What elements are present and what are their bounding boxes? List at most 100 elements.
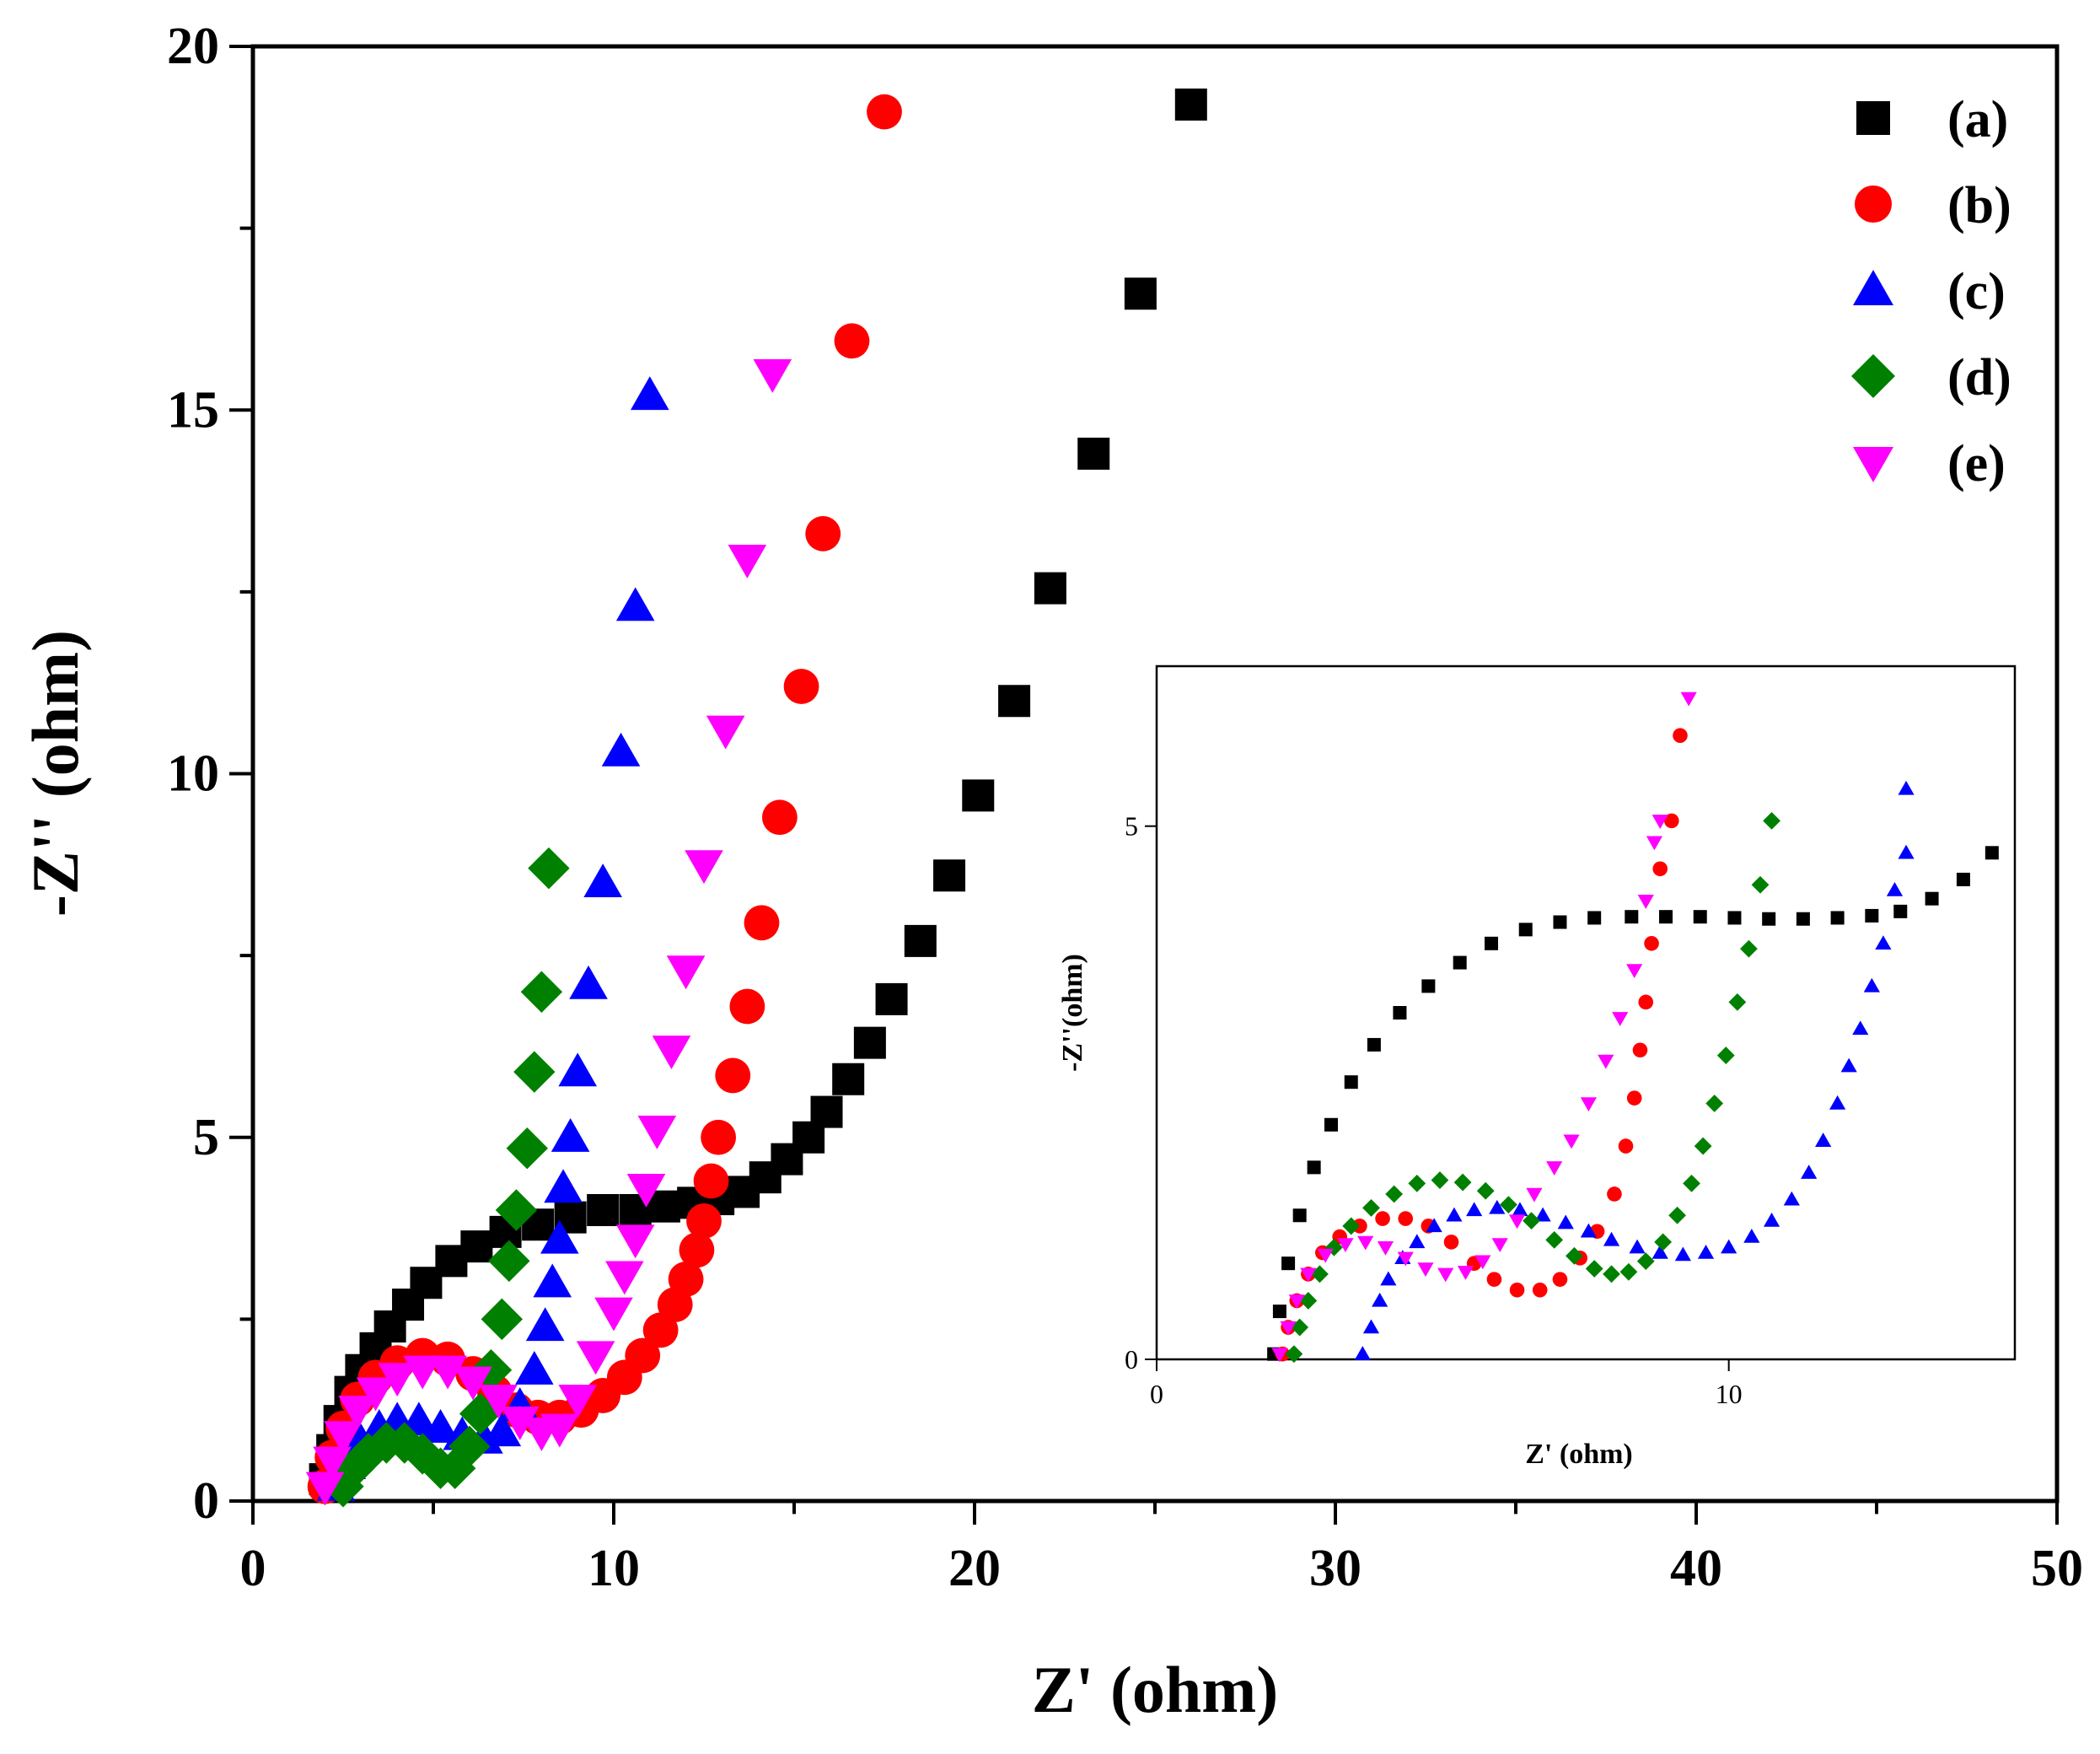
inset-data-point (1271, 1348, 1288, 1363)
main-data-point (305, 1472, 345, 1506)
inset-data-point (1956, 872, 1970, 886)
main-data-point (805, 515, 841, 551)
inset-data-point (1446, 1207, 1463, 1222)
main-data-point (428, 1355, 467, 1390)
main-data-point (867, 94, 902, 130)
main-plot-series (305, 89, 1207, 1508)
inset-data-point (1587, 911, 1602, 925)
inset-data-point (1397, 1251, 1414, 1267)
inset-y-tick-label: 5 (1125, 811, 1138, 842)
inset-series-e (1271, 691, 1697, 1363)
inset-data-point (1362, 1199, 1380, 1217)
main-y-tick-label: 0 (193, 1472, 219, 1530)
main-data-point (551, 1117, 590, 1152)
inset-data-point (1489, 1199, 1506, 1214)
main-data-point (615, 1224, 655, 1259)
inset-data-point (1694, 1137, 1712, 1155)
inset-data-point (1716, 1046, 1735, 1064)
inset-data-point (1580, 1223, 1597, 1238)
inset-data-point (1727, 911, 1742, 925)
inset-series-a (1267, 846, 1999, 1361)
main-data-point (500, 1407, 540, 1440)
inset-data-point (1585, 1260, 1603, 1278)
inset-data-point (1598, 1054, 1614, 1069)
inset-data-point (1457, 1266, 1474, 1280)
main-data-point (706, 715, 745, 750)
inset-data-point (1421, 979, 1436, 993)
inset-data-point (1532, 1283, 1548, 1298)
main-data-point (753, 359, 792, 393)
inset-data-point (1307, 1160, 1321, 1175)
inset-x-tick-label: 10 (1716, 1379, 1743, 1409)
main-series-d (322, 847, 570, 1508)
main-x-axis-title: Z' (ohm) (1032, 1653, 1279, 1726)
inset-data-point (1893, 904, 1908, 918)
main-x-tick-label: 30 (1309, 1540, 1362, 1597)
main-data-point (998, 685, 1031, 718)
inset-data-point (1367, 1037, 1381, 1052)
main-data-point (1174, 89, 1207, 121)
main-series-c (316, 376, 669, 1501)
main-data-point (576, 1341, 615, 1375)
main-data-point (615, 587, 655, 621)
main-data-point (495, 1189, 538, 1231)
inset-y-tick-label: 0 (1125, 1344, 1138, 1375)
main-data-point (626, 1174, 666, 1208)
main-data-point (481, 1298, 524, 1341)
main-data-point (525, 1307, 565, 1342)
main-data-point (569, 965, 608, 999)
main-data-point (460, 1230, 493, 1263)
main-data-point (728, 544, 767, 578)
inset-y-axis-title: -Z''(ohm) (1057, 954, 1088, 1072)
main-data-point (528, 847, 570, 890)
inset-data-point (1626, 964, 1643, 979)
main-data-point (1077, 438, 1110, 470)
main-data-point (421, 1408, 460, 1443)
inset-data-point (1431, 1171, 1449, 1189)
inset-data-point (1509, 1283, 1525, 1298)
inset-data-point (1680, 691, 1697, 707)
inset-data-point (1852, 1020, 1869, 1036)
main-y-tick-label: 15 (167, 381, 219, 438)
inset-data-point (1721, 1239, 1737, 1254)
inset-plot-frame (1155, 664, 2017, 1361)
inset-data-point (1763, 1213, 1780, 1227)
main-data-point (631, 376, 669, 411)
inset-data-point (1526, 1187, 1543, 1203)
main-data-point (401, 1433, 443, 1475)
inset-data-point (1607, 1186, 1622, 1202)
main-data-point (515, 1350, 554, 1385)
main-data-point (693, 1163, 729, 1199)
inset-data-point (1552, 1272, 1568, 1287)
main-data-point (587, 1194, 620, 1226)
inset-data-point (1466, 1202, 1483, 1217)
main-y-axis-title: -Z'' (ohm) (19, 630, 92, 917)
inset-data-point (1801, 1165, 1818, 1179)
main-data-point (668, 1262, 704, 1297)
inset-data-point (1324, 1238, 1343, 1256)
main-data-point (637, 1116, 677, 1149)
inset-data-point (1545, 1230, 1564, 1249)
main-data-point (540, 1413, 579, 1448)
main-data-point (433, 1447, 476, 1489)
inset-data-point (1762, 912, 1776, 926)
legend-label-e: (e) (1947, 435, 2006, 492)
main-data-point (558, 1385, 597, 1419)
legend-marker-e (1853, 447, 1893, 482)
inset-data-point (1485, 936, 1499, 950)
inset-data-point (1380, 1271, 1397, 1286)
main-data-point (488, 1240, 530, 1283)
main-data-point (652, 1036, 691, 1070)
inset-data-point (1499, 1196, 1517, 1214)
main-data-point (513, 1051, 556, 1093)
inset-data-point (1285, 1345, 1303, 1364)
inset-data-point (1317, 1248, 1334, 1263)
inset-data-point (1603, 1231, 1620, 1246)
main-data-point (701, 1119, 737, 1155)
inset-data-point (1311, 1265, 1329, 1283)
main-data-point (832, 1063, 865, 1095)
main-data-point (647, 1190, 680, 1223)
inset-data-point (1491, 1238, 1508, 1253)
inset-data-point (1683, 1174, 1700, 1192)
